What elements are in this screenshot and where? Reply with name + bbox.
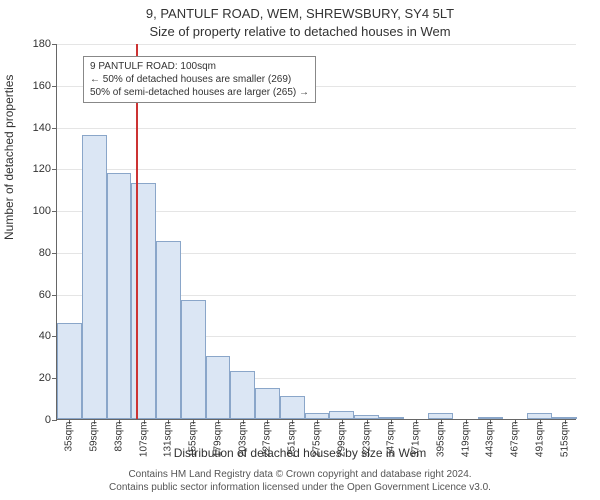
y-tick-label: 180 [3,38,51,50]
histogram-bar [230,371,255,419]
chart-container: 9, PANTULF ROAD, WEM, SHREWSBURY, SY4 5L… [0,0,600,500]
chart-title-address: 9, PANTULF ROAD, WEM, SHREWSBURY, SY4 5L… [0,6,600,21]
histogram-bar [82,135,107,419]
plot-area: 02040608010012014016018035sqm59sqm83sqm1… [56,44,576,420]
y-tick-mark [52,420,57,421]
y-tick-label: 60 [3,289,51,301]
histogram-bar [181,300,206,419]
annotation-box: 9 PANTULF ROAD: 100sqm ← 50% of detached… [83,56,316,103]
annotation-line2: ← 50% of detached houses are smaller (26… [90,73,309,86]
footer-attribution: Contains HM Land Registry data © Crown c… [0,468,600,494]
histogram-bar [107,173,132,419]
y-tick-label: 140 [3,122,51,134]
footer-line2: Contains public sector information licen… [0,481,600,494]
chart-title-description: Size of property relative to detached ho… [0,24,600,39]
histogram-bar [255,388,280,419]
histogram-bar [57,323,82,419]
y-tick-label: 40 [3,330,51,342]
y-tick-mark [52,86,57,87]
gridline [57,128,576,129]
y-tick-mark [52,211,57,212]
y-tick-mark [52,169,57,170]
y-tick-label: 160 [3,80,51,92]
histogram-bar [280,396,305,419]
annotation-line3: 50% of semi-detached houses are larger (… [90,86,309,99]
y-tick-mark [52,128,57,129]
y-tick-label: 0 [3,414,51,426]
histogram-bar [206,356,231,419]
y-tick-mark [52,295,57,296]
y-tick-mark [52,44,57,45]
footer-line1: Contains HM Land Registry data © Crown c… [0,468,600,481]
histogram-bar [329,411,354,419]
histogram-bar [156,241,181,419]
y-tick-label: 20 [3,372,51,384]
gridline [57,44,576,45]
x-axis-label: Distribution of detached houses by size … [0,446,600,460]
annotation-line1: 9 PANTULF ROAD: 100sqm [90,60,309,73]
y-tick-mark [52,253,57,254]
histogram-bar [131,183,156,419]
y-tick-label: 80 [3,247,51,259]
gridline [57,169,576,170]
y-tick-label: 120 [3,163,51,175]
y-tick-label: 100 [3,205,51,217]
